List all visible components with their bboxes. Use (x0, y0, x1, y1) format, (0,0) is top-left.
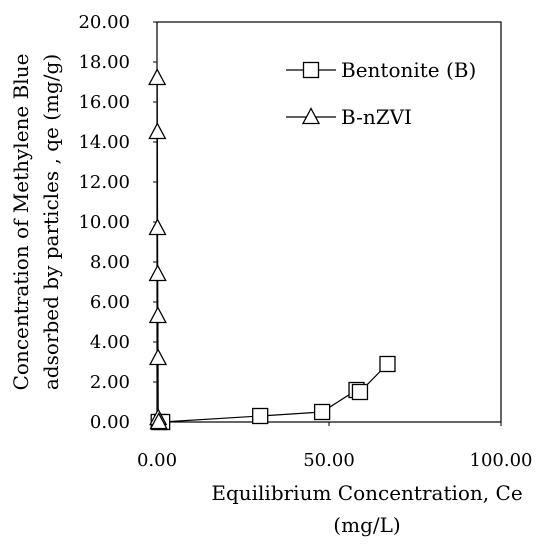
legend-label: B-nZVI (341, 105, 412, 129)
y-tick-label: 18.00 (78, 52, 130, 73)
triangle-marker (148, 348, 168, 366)
y-tick-label: 4.00 (90, 332, 130, 353)
triangle-marker (148, 264, 167, 282)
y-tick-label: 10.00 (78, 212, 130, 233)
y-tick-label: 14.00 (78, 132, 130, 153)
square-marker (302, 61, 320, 79)
triangle-marker (148, 122, 167, 140)
triangle-marker (301, 107, 321, 125)
triangle-marker (148, 218, 167, 236)
y-tick-label: 6.00 (90, 292, 130, 313)
x-axis-label-line-1: Equilibrium Concentration, Ce (211, 481, 522, 505)
square-marker (252, 407, 269, 425)
y-tick-label: 20.00 (78, 12, 130, 33)
y-axis-label-line-2: adsorbed by particles , qe (mg/g) (39, 54, 63, 390)
y-tick-label: 2.00 (90, 372, 130, 393)
legend-item-1: Bentonite (B) (286, 58, 476, 82)
series-layer (148, 68, 396, 431)
legend-item-2: B-nZVI (286, 105, 412, 129)
y-axis-label-line-1: Concentration of Methylene Blue (9, 54, 33, 391)
y-tick-label: 16.00 (78, 92, 130, 113)
legend-label: Bentonite (B) (341, 58, 476, 82)
y-axis-ticks: 0.00 2.00 4.00 6.00 8.00 10.00 12.00 14.00 16.00… (78, 12, 157, 433)
square-marker (313, 403, 331, 421)
plot-area (156, 21, 502, 423)
triangle-marker (148, 306, 167, 324)
y-tick-label: 0.00 (90, 412, 130, 433)
series-line (156, 77, 160, 423)
x-axis-ticks: 0.00 50.00 100.00 (137, 422, 533, 471)
x-tick-label: 100.00 (470, 450, 533, 471)
x-tick-label: 0.00 (137, 450, 177, 471)
legend: Bentonite (B) B-nZVI (286, 58, 476, 129)
square-marker (351, 383, 369, 401)
square-marker (379, 355, 396, 373)
series-2 (148, 68, 168, 430)
x-tick-label: 50.00 (303, 450, 355, 471)
triangle-marker (149, 412, 168, 430)
series-1 (150, 355, 396, 431)
x-axis-label-line-2: (mg/L) (333, 513, 400, 537)
plot-border (156, 21, 502, 423)
y-tick-label: 8.00 (90, 252, 130, 273)
triangle-marker (148, 68, 167, 86)
y-tick-label: 12.00 (78, 172, 130, 193)
